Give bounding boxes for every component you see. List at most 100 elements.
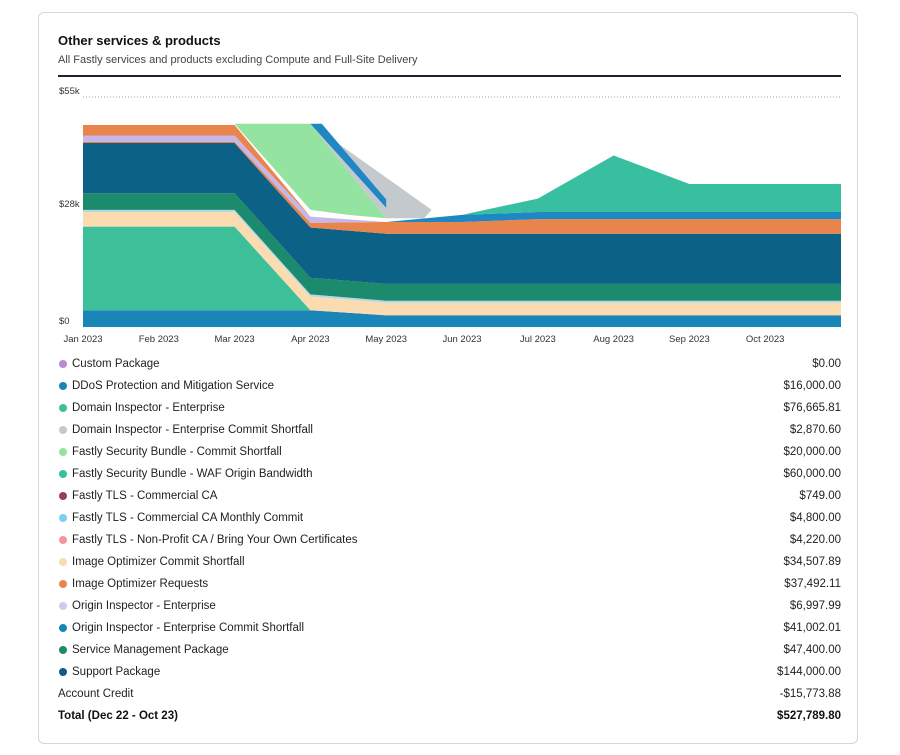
legend-color-dot — [59, 624, 67, 632]
area-custom-package-12 — [83, 125, 841, 222]
legend-color-dot — [59, 426, 67, 434]
legend-label: Image Optimizer Requests — [72, 578, 209, 590]
legend-value: $144,000.00 — [777, 666, 841, 678]
legend-value: $749.00 — [799, 490, 841, 502]
area-fastly-security-bundle-waf-origin-bandwidth-11 — [83, 135, 841, 222]
legend-row: Fastly TLS - Commercial CA Monthly Commi… — [58, 507, 841, 529]
legend-row: Domain Inspector - Enterprise Commit Sho… — [58, 419, 841, 441]
area-domain-inspector-enterprise-1 — [83, 226, 841, 316]
total-value: $527,789.80 — [777, 710, 841, 722]
legend-value: $47,400.00 — [783, 644, 841, 656]
y-axis-ticks: $0 $28k $55k — [59, 86, 80, 327]
legend-color-dot — [59, 492, 67, 500]
x-axis-ticks: Jan 2023 Feb 2023 Mar 2023 Apr 2023 May 2023… — [63, 334, 784, 345]
y-tick-label: $55k — [59, 86, 80, 97]
legend-label: Fastly TLS - Commercial CA Monthly Commi… — [72, 512, 304, 524]
legend-row: Image Optimizer Requests $37,492.11 — [58, 573, 841, 595]
x-tick-label: Aug 2023 — [593, 334, 634, 345]
legend-row: Origin Inspector - Enterprise Commit Sho… — [58, 617, 841, 639]
legend-color-dot — [59, 558, 67, 566]
legend-color-dot — [59, 602, 67, 610]
legend-value: $20,000.00 — [783, 446, 841, 458]
legend-color-dot — [59, 470, 67, 478]
legend-color-dot — [59, 382, 67, 390]
legend-label: Image Optimizer Commit Shortfall — [72, 556, 245, 568]
legend-label: Domain Inspector - Enterprise — [72, 402, 225, 414]
legend-value: $16,000.00 — [783, 380, 841, 392]
account-credit-value: -$15,773.88 — [779, 688, 841, 700]
x-tick-label: Apr 2023 — [291, 334, 330, 345]
legend-label: Fastly TLS - Non-Profit CA / Bring Your … — [72, 534, 358, 546]
overlay-fastly-tls-commercial-ca-monthly-commit-2 — [310, 123, 387, 208]
legend-value: $34,507.89 — [783, 556, 841, 568]
area-image-optimizer-commit-shortfall-2 — [83, 212, 841, 316]
total-row: Total (Dec 22 - Oct 23) $527,789.80 — [58, 705, 841, 727]
x-tick-label: Jun 2023 — [442, 334, 481, 345]
stacked-area-chart: $0 $28k $55k Jan 2023 Feb 2023 Mar 2023 Apr 2… — [59, 86, 841, 345]
card-title: Other services & products — [58, 33, 221, 48]
chart-areas — [83, 125, 841, 327]
total-label: Total (Dec 22 - Oct 23) — [58, 710, 178, 722]
legend-label: DDoS Protection and Mitigation Service — [72, 380, 274, 392]
legend-row: Fastly TLS - Commercial CA $749.00 — [58, 485, 841, 507]
legend-label: Origin Inspector - Enterprise Commit Sho… — [72, 622, 304, 634]
legend-value: $2,870.60 — [789, 424, 841, 436]
legend-label: Fastly TLS - Commercial CA — [72, 490, 218, 502]
legend-row: Origin Inspector - Enterprise $6,997.99 — [58, 595, 841, 617]
legend-value: $4,220.00 — [789, 534, 841, 546]
overlay-fastly-security-bundle-commit-shortfall-0 — [234, 123, 387, 219]
x-tick-label: May 2023 — [365, 334, 407, 345]
legend-value: $60,000.00 — [783, 468, 841, 480]
legend-label: Fastly Security Bundle - WAF Origin Band… — [72, 468, 313, 480]
legend-color-dot — [59, 536, 67, 544]
legend-value: $37,492.11 — [784, 578, 841, 590]
legend-value: $6,997.99 — [789, 600, 841, 612]
legend-row: Image Optimizer Commit Shortfall $34,507.… — [58, 551, 841, 573]
other-services-card: Other services & products All Fastly ser… — [38, 12, 858, 744]
x-tick-label: Oct 2023 — [746, 334, 785, 345]
area-service-management-package-4 — [83, 193, 841, 301]
legend-list: Custom Package $0.00 DDoS Protection and M… — [58, 353, 841, 727]
legend-row: DDoS Protection and Mitigation Service $1… — [58, 375, 841, 397]
legend-row: Fastly TLS - Non-Profit CA / Bring Your … — [58, 529, 841, 551]
legend-value: $0.00 — [812, 358, 841, 370]
legend-row: Service Management Package $47,400.00 — [58, 639, 841, 661]
account-credit-label: Account Credit — [58, 688, 134, 700]
chart-overlays — [234, 123, 432, 219]
legend-color-dot — [59, 514, 67, 522]
x-tick-label: Jan 2023 — [63, 334, 102, 345]
legend-value: $41,002.01 — [783, 622, 841, 634]
legend-label: Service Management Package — [72, 644, 229, 656]
legend-value: $4,800.00 — [789, 512, 841, 524]
card-subtitle: All Fastly services and products excludi… — [58, 54, 418, 66]
legend-row: Support Package $144,000.00 — [58, 661, 841, 683]
x-tick-label: Mar 2023 — [215, 334, 255, 345]
legend-label: Domain Inspector - Enterprise Commit Sho… — [72, 424, 313, 436]
legend-row: Domain Inspector - Enterprise $76,665.81 — [58, 397, 841, 419]
legend-value: $76,665.81 — [783, 402, 841, 414]
legend-color-dot — [59, 580, 67, 588]
legend-color-dot — [59, 668, 67, 676]
area-ddos-protection-and-mitigation-service-0 — [83, 310, 841, 327]
title-divider — [58, 75, 841, 77]
area-image-optimizer-requests-6 — [83, 141, 841, 234]
area-fastly-tls-commercial-ca-monthly-commit-10 — [83, 135, 841, 222]
x-tick-label: Jul 2023 — [520, 334, 556, 345]
legend-row: Fastly Security Bundle - Commit Shortfal… — [58, 441, 841, 463]
y-tick-label: $28k — [59, 199, 80, 210]
x-tick-label: Sep 2023 — [669, 334, 710, 345]
legend-color-dot — [59, 646, 67, 654]
account-credit-row: Account Credit -$15,773.88 — [58, 683, 841, 705]
y-tick-label: $0 — [59, 316, 70, 327]
legend-row: Fastly Security Bundle - WAF Origin Band… — [58, 463, 841, 485]
legend-label: Support Package — [72, 666, 161, 678]
legend-label: Origin Inspector - Enterprise — [72, 600, 216, 612]
legend-label: Fastly Security Bundle - Commit Shortfal… — [72, 446, 282, 458]
legend-label: Custom Package — [72, 358, 160, 370]
legend-color-dot — [59, 360, 67, 368]
legend-color-dot — [59, 404, 67, 412]
legend-row: Custom Package $0.00 — [58, 353, 841, 375]
x-tick-label: Feb 2023 — [139, 334, 179, 345]
legend-color-dot — [59, 448, 67, 456]
area-support-package-5 — [83, 143, 841, 284]
